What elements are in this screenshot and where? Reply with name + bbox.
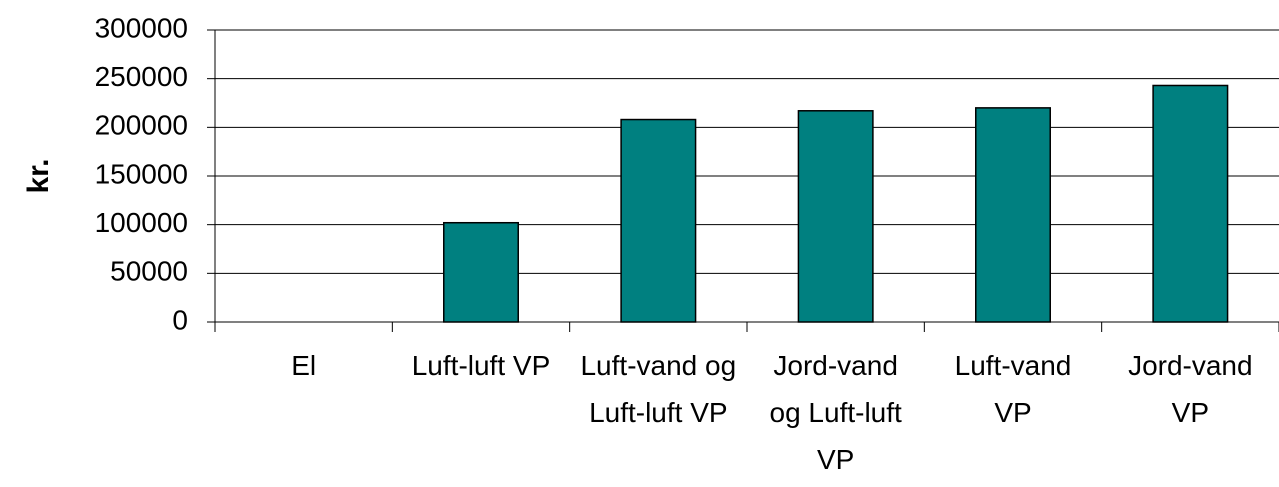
y-tick-label: 100000 [95, 207, 188, 238]
y-tick-label: 300000 [95, 12, 188, 43]
x-tick-label: El [291, 350, 317, 381]
y-tick-label: 50000 [110, 256, 188, 287]
y-axis-label: kr. [22, 158, 55, 193]
x-tick-label: Luft-vand og Luft-luft VP [580, 350, 737, 428]
bar [1152, 84, 1229, 323]
bar [975, 107, 1051, 323]
bar [620, 118, 697, 323]
bar [797, 110, 874, 323]
x-tick-label: Jord-vand VP [1128, 350, 1253, 428]
y-tick-label: 200000 [95, 110, 188, 141]
bar [443, 221, 519, 323]
y-tick-label: 250000 [95, 61, 188, 92]
x-tick-label: Luft-luft VP [411, 350, 551, 381]
y-tick-label: 0 [172, 304, 188, 335]
y-tick-label: 150000 [95, 158, 188, 189]
x-tick-label: Jord-vand og Luft-luft VP [769, 350, 902, 475]
x-tick-label: Luft-vand VP [954, 350, 1072, 428]
